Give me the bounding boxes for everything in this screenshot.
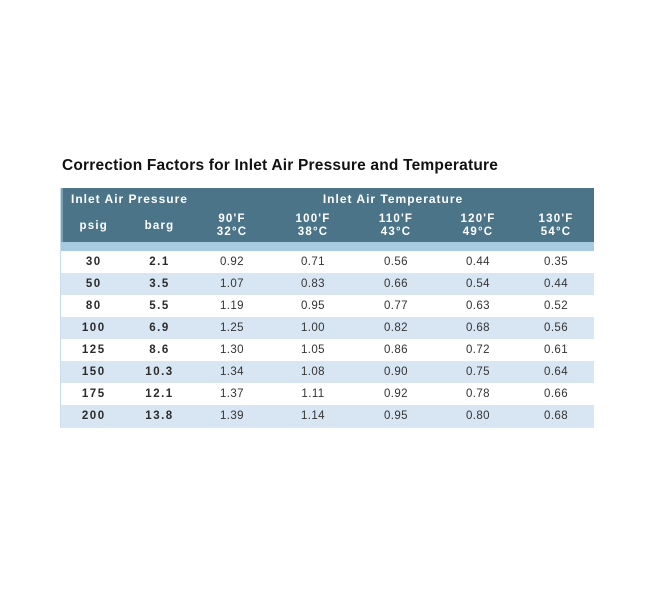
pressure-cell: 6.9 — [149, 322, 170, 334]
factor-cell: 0.63 — [466, 300, 490, 312]
pressure-cell: 13.8 — [126, 405, 193, 428]
factor-cell: 0.68 — [466, 322, 490, 334]
factor-cell: 0.82 — [384, 322, 408, 334]
factor-cell: 0.68 — [518, 405, 594, 428]
table-row: 175 12.1 1.37 1.11 0.92 0.78 0.66 — [60, 383, 594, 405]
factor-cell: 0.64 — [544, 366, 569, 378]
factor-cell: 1.08 — [301, 366, 325, 378]
col-header-line2: 32°C — [216, 226, 248, 238]
group-header-row: Inlet Air Pressure Inlet Air Temperature — [60, 188, 594, 210]
pressure-cell: 125 — [81, 344, 106, 356]
table-row: 50 3.5 1.07 0.83 0.66 0.54 0.44 — [60, 273, 594, 295]
col-header-110f: 110'F 43°C — [354, 210, 438, 242]
factor-cell: 0.80 — [437, 405, 519, 428]
col-header-line2: 43°C — [380, 226, 412, 238]
divider-strip-row — [60, 242, 594, 251]
col-header-psig: psig — [60, 210, 127, 242]
table-row: 80 5.5 1.19 0.95 0.77 0.63 0.52 — [60, 295, 594, 317]
factor-cell: 0.77 — [384, 300, 408, 312]
factor-cell: 0.92 — [384, 388, 408, 400]
table-row: 100 6.9 1.25 1.00 0.82 0.68 0.56 — [60, 317, 594, 339]
factor-cell: 0.61 — [544, 344, 569, 356]
group-header-inlet-air-temperature: Inlet Air Temperature — [192, 188, 594, 210]
factor-cell: 0.54 — [466, 278, 490, 290]
col-header-line1: 100'F — [295, 213, 331, 225]
pressure-cell: 8.6 — [149, 344, 170, 356]
pressure-cell: 100 — [81, 322, 106, 334]
col-header-line2: 38°C — [297, 226, 329, 238]
col-header-line1: 130'F — [538, 213, 574, 225]
pressure-cell: 80 — [85, 300, 102, 312]
pressure-cell: 50 — [85, 278, 102, 290]
factor-cell: 0.83 — [301, 278, 325, 290]
factor-cell: 0.44 — [544, 278, 569, 290]
page-title: Correction Factors for Inlet Air Pressur… — [62, 157, 499, 174]
factor-cell: 0.95 — [301, 300, 325, 312]
factor-cell: 0.44 — [466, 256, 490, 268]
col-header-line1: 110'F — [378, 213, 414, 225]
factor-cell: 1.07 — [220, 278, 244, 290]
factor-cell: 0.35 — [544, 256, 569, 268]
pressure-cell: 12.1 — [145, 388, 174, 400]
col-header-line1: 90'F — [218, 213, 246, 225]
factor-cell: 1.30 — [220, 344, 244, 356]
table-header: Inlet Air Pressure Inlet Air Temperature… — [60, 188, 594, 251]
group-header-inlet-air-pressure: Inlet Air Pressure — [60, 188, 193, 210]
divider-strip — [60, 242, 594, 251]
pressure-cell: 10.3 — [145, 366, 174, 378]
table-body: 30 2.1 0.92 0.71 0.56 0.44 0.35 50 3.5 1.07 0.83 0.… — [60, 251, 594, 428]
factor-cell: 1.05 — [301, 344, 325, 356]
pressure-cell: 5.5 — [149, 300, 170, 312]
factor-cell: 0.71 — [301, 256, 325, 268]
pressure-cell: 175 — [81, 388, 106, 400]
col-header-90f: 90'F 32°C — [192, 210, 272, 242]
pressure-cell: 2.1 — [149, 256, 170, 268]
factor-cell: 0.72 — [466, 344, 490, 356]
factor-cell: 0.95 — [354, 405, 438, 428]
factor-cell: 0.56 — [384, 256, 408, 268]
factor-cell: 0.66 — [544, 388, 569, 400]
col-header-line1: 120'F — [460, 213, 496, 225]
table-row: 125 8.6 1.30 1.05 0.86 0.72 0.61 — [60, 339, 594, 361]
factor-cell: 0.56 — [544, 322, 569, 334]
col-header-line1: barg — [144, 219, 175, 232]
col-header-barg: barg — [126, 210, 193, 242]
col-header-line2: 49°C — [462, 226, 494, 238]
factor-cell: 0.86 — [384, 344, 408, 356]
col-header-line1: psig — [79, 219, 108, 232]
col-header-130f: 130'F 54°C — [518, 210, 594, 242]
factor-cell: 1.19 — [220, 300, 244, 312]
factor-cell: 0.52 — [544, 300, 569, 312]
table-row: 30 2.1 0.92 0.71 0.56 0.44 0.35 — [60, 251, 594, 273]
pressure-cell: 200 — [60, 405, 127, 428]
pressure-cell: 30 — [85, 256, 102, 268]
col-header-100f: 100'F 38°C — [271, 210, 355, 242]
factor-cell: 0.66 — [384, 278, 408, 290]
factor-cell: 0.75 — [466, 366, 490, 378]
factor-cell: 1.39 — [192, 405, 272, 428]
factor-cell: 0.78 — [466, 388, 490, 400]
col-header-line2: 54°C — [540, 226, 572, 238]
table-row: 200 13.8 1.39 1.14 0.95 0.80 0.68 — [60, 405, 594, 428]
factor-cell: 1.34 — [220, 366, 244, 378]
column-header-row: psig barg 90'F 32°C 100'F 38°C — [60, 210, 594, 242]
factor-cell: 1.11 — [301, 388, 325, 400]
factor-cell: 1.14 — [271, 405, 355, 428]
table-row: 150 10.3 1.34 1.08 0.90 0.75 0.64 — [60, 361, 594, 383]
factor-cell: 1.00 — [301, 322, 325, 334]
factor-cell: 1.25 — [220, 322, 244, 334]
factor-cell: 0.92 — [220, 256, 244, 268]
correction-factor-table: Inlet Air Pressure Inlet Air Temperature… — [60, 188, 594, 428]
factor-cell: 0.90 — [384, 366, 408, 378]
pressure-cell: 3.5 — [149, 278, 170, 290]
col-header-120f: 120'F 49°C — [437, 210, 519, 242]
factor-cell: 1.37 — [220, 388, 244, 400]
correction-table: Inlet Air Pressure Inlet Air Temperature… — [60, 188, 594, 428]
pressure-cell: 150 — [81, 366, 106, 378]
